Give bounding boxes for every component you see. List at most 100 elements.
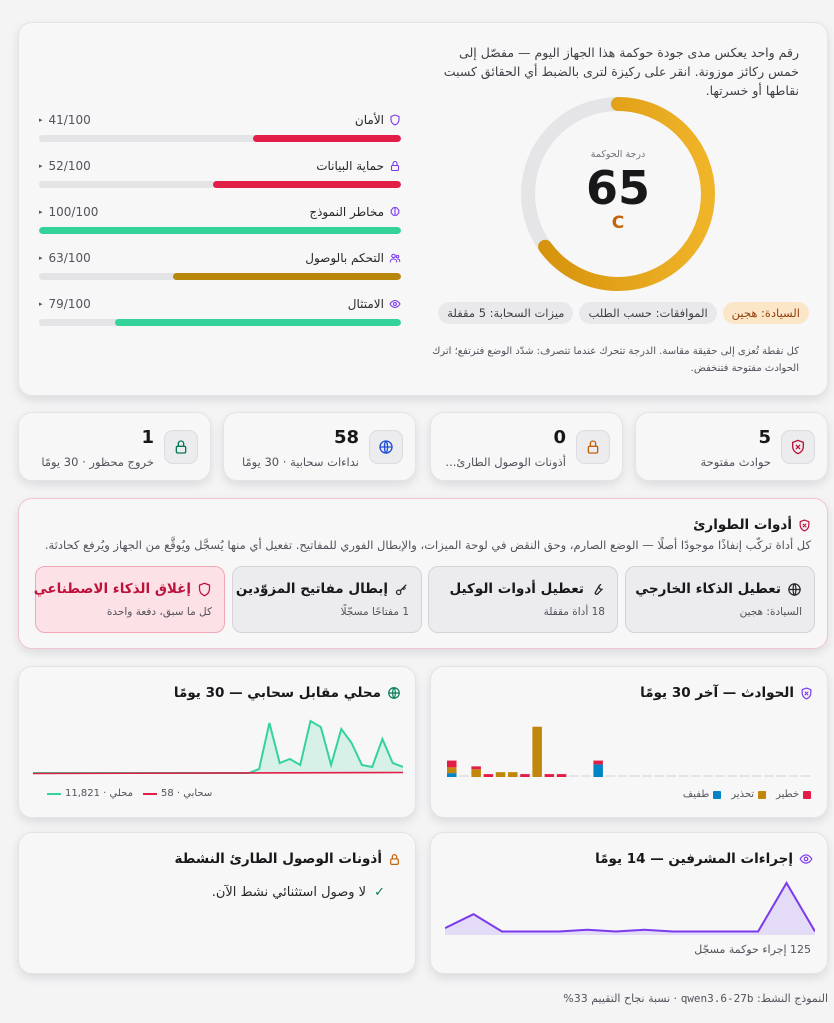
pillar-row[interactable]: مخاطر النموذج ▸ 100/100 bbox=[39, 203, 401, 249]
pillar-fill bbox=[172, 273, 401, 280]
pillar-track bbox=[39, 319, 401, 326]
legend-swatch bbox=[758, 790, 767, 799]
emergency-button[interactable]: إغلاق الذكاء الاصطناعي كل ما سبق، دفعة و… bbox=[33, 566, 225, 633]
caret-right-icon: ▸ bbox=[39, 116, 43, 124]
pillar-score: 52/100 bbox=[48, 159, 91, 173]
stat-value: 1 bbox=[141, 427, 154, 448]
break-glass-title: أذونات الوصول الطارئ النشطة bbox=[174, 851, 382, 867]
incident-bar-empty bbox=[752, 775, 762, 777]
lock-icon bbox=[390, 160, 400, 172]
caret-right-icon: ▸ bbox=[39, 208, 43, 216]
incident-bar-segment bbox=[471, 766, 481, 770]
stat-card[interactable]: 58 نداءات سحابية · 30 يومًا bbox=[223, 412, 416, 481]
incidents-title: الحوادث — آخر 30 يومًا bbox=[640, 685, 794, 701]
posture-pills: السيادة: هجين الموافقات: حسب الطلب ميزات ا… bbox=[425, 302, 809, 324]
score-intro: رقم واحد يعكس مدى جودة حوكمة هذا الجهاز … bbox=[443, 45, 799, 98]
key-icon bbox=[395, 584, 407, 595]
globe-icon bbox=[388, 687, 400, 699]
pillar-name: الامتثال bbox=[347, 297, 384, 311]
supervisor-area bbox=[445, 883, 815, 935]
lock-icon bbox=[389, 160, 401, 172]
supervisor-title: إجراءات المشرفين — 14 يومًا bbox=[595, 851, 793, 867]
emergency-button-title: تعطيل الذكاء الخارجي bbox=[635, 581, 781, 597]
incidents-bar-chart bbox=[447, 726, 811, 777]
incident-bar-empty bbox=[617, 775, 628, 777]
incident-bar-segment bbox=[447, 767, 457, 774]
globe-icon bbox=[379, 440, 393, 454]
incident-bar-empty bbox=[739, 775, 750, 777]
emergency-button-title: إغلاق الذكاء الاصطناعي bbox=[33, 581, 191, 597]
incident-bar-segment bbox=[447, 760, 457, 768]
legend-item: تحذير bbox=[731, 789, 767, 800]
pillar-row[interactable]: الأمان ▸ 41/100 bbox=[39, 111, 401, 157]
pillar-row[interactable]: التحكم بالوصول ▸ 63/100 bbox=[39, 249, 401, 295]
pillar-track bbox=[39, 181, 401, 188]
lock-icon bbox=[175, 440, 187, 454]
supervisor-caption: 125 إجراء حوكمة مسجّل bbox=[694, 943, 811, 956]
eval-rate: · نسبة نجاح التقييم 33% bbox=[563, 992, 678, 1005]
pillar-track bbox=[39, 227, 401, 234]
footer-status: النموذج النشط: qwen3.6-27b · نسبة نجاح ا… bbox=[563, 992, 828, 1005]
incident-bar-segment bbox=[483, 774, 494, 777]
incidents-chart-card: الحوادث — آخر 30 يومًا خطير تحذير طفيف bbox=[430, 666, 828, 818]
pillar-row[interactable]: حماية البيانات ▸ 52/100 bbox=[39, 157, 401, 203]
shield-icon bbox=[198, 582, 211, 596]
pillar-fill bbox=[39, 227, 401, 234]
emergency-button[interactable]: إبطال مفاتيح المزوّدين 1 مفتاحًا مسجّلًا bbox=[232, 566, 422, 633]
incident-bar-segment bbox=[544, 774, 555, 777]
score-grade: C bbox=[611, 213, 625, 233]
emergency-button-title: إبطال مفاتيح المزوّدين bbox=[235, 581, 388, 597]
emergency-button[interactable]: تعطيل الذكاء الخارجي السيادة: هجين bbox=[625, 566, 815, 633]
emergency-tools-card: أدوات الطوارئ كل أداة تركّب إنفاذًا موجو… bbox=[18, 498, 828, 649]
stat-label: نداءات سحابية · 30 يومًا bbox=[242, 455, 359, 469]
local-area bbox=[33, 721, 403, 773]
pillar-track bbox=[39, 135, 401, 142]
incident-bar-segment bbox=[447, 773, 457, 777]
emergency-title: أدوات الطوارئ bbox=[693, 517, 792, 533]
incident-bar-empty bbox=[654, 775, 664, 777]
emergency-description: كل أداة تركّب إنفاذًا موجودًا أصلًا — ال… bbox=[44, 538, 811, 552]
legend-label: خطير bbox=[776, 789, 799, 800]
emergency-button[interactable]: تعطيل أدوات الوكيل 18 أداة مقفلة bbox=[428, 566, 618, 633]
stat-card[interactable]: 1 خروج محظور · 30 يومًا bbox=[18, 412, 211, 481]
stat-icon-box bbox=[369, 430, 403, 464]
stat-card[interactable]: 0 أذونات الوصول الطارئ... bbox=[430, 412, 623, 481]
pillar-score: 41/100 bbox=[48, 113, 91, 127]
globe-icon bbox=[788, 582, 801, 596]
legend-item: خطير bbox=[776, 789, 811, 800]
break-glass-empty: لا وصول استثنائي نشط الآن. bbox=[211, 885, 367, 900]
incident-bar-empty bbox=[459, 775, 469, 777]
incident-bar-segment bbox=[495, 772, 506, 777]
incident-bar-empty bbox=[715, 775, 725, 777]
legend-label: سحابي · 58 bbox=[161, 788, 213, 799]
local-cloud-area-chart bbox=[33, 719, 403, 775]
local-cloud-chart-card: محلي مقابل سحابي — 30 يومًا محلي · 11,82… bbox=[18, 666, 416, 818]
lock-icon bbox=[390, 853, 399, 865]
stat-icon-box bbox=[576, 430, 610, 464]
caret-right-icon: ▸ bbox=[39, 300, 43, 308]
pillar-score: 63/100 bbox=[48, 251, 91, 265]
stat-card[interactable]: 5 حوادث مفتوحة bbox=[635, 412, 828, 481]
incident-bar-empty bbox=[764, 775, 774, 777]
legend-swatch bbox=[713, 790, 722, 799]
shield-icon bbox=[389, 114, 401, 126]
incident-bar-empty bbox=[800, 775, 811, 777]
stat-value: 0 bbox=[553, 427, 566, 448]
check-icon: ✓ bbox=[374, 885, 385, 900]
incident-bar-empty bbox=[605, 775, 616, 777]
pillar-fill bbox=[252, 135, 401, 142]
stat-label: حوادث مفتوحة bbox=[700, 455, 771, 469]
caret-right-icon: ▸ bbox=[39, 162, 43, 170]
stat-label: خروج محظور · 30 يومًا bbox=[41, 455, 154, 469]
brain-icon bbox=[390, 207, 400, 216]
posture-pill: ميزات السحابة: 5 مقفلة bbox=[438, 302, 574, 324]
users-icon bbox=[389, 253, 401, 263]
pillar-fill bbox=[115, 319, 401, 326]
stat-value: 5 bbox=[758, 427, 771, 448]
incident-bar-segment bbox=[593, 764, 603, 777]
pillar-row[interactable]: الامتثال ▸ 79/100 bbox=[39, 295, 401, 341]
score-value: 65 bbox=[585, 161, 650, 215]
score-gauge bbox=[521, 97, 715, 291]
eye-icon bbox=[389, 298, 401, 310]
supervisor-actions-card: إجراءات المشرفين — 14 يومًا 125 إجراء حو… bbox=[430, 832, 828, 974]
